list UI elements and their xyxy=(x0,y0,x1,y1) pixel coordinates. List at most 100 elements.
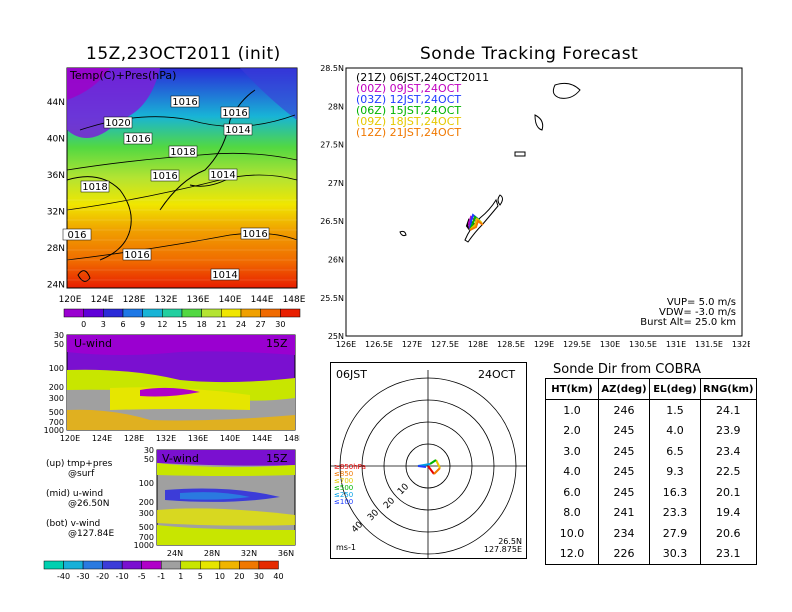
table-cell: 8.0 xyxy=(563,506,581,520)
right-lon-tick: 127.5E xyxy=(431,340,459,349)
uwind-pressure-tick: 30 xyxy=(54,331,64,340)
wind-colorbar-swatch xyxy=(102,560,123,570)
right-lat-tick: 27N xyxy=(328,179,344,188)
left-panel-title: 15Z,23OCT2011 (init) xyxy=(86,44,281,64)
lat-tick: 32N xyxy=(47,208,65,218)
col-rng: RNG(km) xyxy=(700,379,756,400)
note-up-line1: (up) tmp+pres xyxy=(46,459,113,469)
uwind-lon-tick: 120E xyxy=(60,434,80,443)
isobar-label-bg xyxy=(123,132,153,145)
table-cell: 20.1 xyxy=(700,482,756,503)
table-cell: 245 xyxy=(598,441,650,462)
right-lon-tick: 130E xyxy=(600,340,620,349)
table-cell: 30.3 xyxy=(649,543,701,564)
wind-colorbar-swatch xyxy=(239,560,260,570)
temp-colorbar-swatch xyxy=(103,308,124,318)
right-lon-tick: 126.5E xyxy=(365,340,393,349)
wind-colorbar-swatch xyxy=(63,560,84,570)
right-lat-tick: 25.5N xyxy=(320,294,344,303)
wind-colorbar-swatch xyxy=(43,560,64,570)
wind-colorbar-label: 40 xyxy=(273,572,283,581)
table-cell: 1.5 xyxy=(649,399,701,421)
temp-colorbar-label: 21 xyxy=(216,320,226,329)
isobar-label-bg xyxy=(210,268,240,281)
lon-tick: 136E xyxy=(187,295,210,305)
wind-colorbar-swatch xyxy=(258,560,279,570)
vwind-pressure-tick: 300 xyxy=(139,509,154,518)
isobar-label: 016 xyxy=(67,230,86,241)
vwind-pressure-tick: 500 xyxy=(139,523,154,532)
table-cell: 22.5 xyxy=(700,461,756,482)
wind-colorbar-label: -20 xyxy=(96,572,109,581)
table-cell: 27.9 xyxy=(649,523,701,544)
polar-legend-0: ≥850hPa xyxy=(334,463,366,471)
isobar-label: 1016 xyxy=(124,250,149,261)
temp-colorbar-label: 27 xyxy=(256,320,266,329)
table-cell: 10.0 xyxy=(559,526,585,540)
polar-legend-1: ≤850 xyxy=(334,470,354,478)
table-cell: 16.3 xyxy=(649,482,701,503)
isobar-label-bg xyxy=(62,228,92,241)
temp-colorbar-swatch xyxy=(280,308,301,318)
sonde-track xyxy=(469,219,484,231)
table-cell: 24.1 xyxy=(700,399,756,421)
table-row: 12.0 226 30.3 23.1 xyxy=(546,543,756,564)
polar-legend-2: ≤700 xyxy=(334,477,354,485)
table-cell: 6.5 xyxy=(649,441,701,462)
table-cell: 245 xyxy=(598,420,650,441)
right-title: Sonde Tracking Forecast xyxy=(420,44,639,64)
temp-colorbar-swatch xyxy=(221,308,242,318)
polar-time: 06JST xyxy=(336,368,367,381)
lon-tick: 140E xyxy=(219,295,242,305)
forecast-time-5: (12Z) 21JST,24OCT xyxy=(356,126,462,139)
right-lon-tick: 130.5E xyxy=(629,340,657,349)
note-mid-line1: (mid) u-wind xyxy=(46,489,104,499)
temp-colorbar-label: 6 xyxy=(120,320,125,329)
uwind-pressure-tick: 300 xyxy=(49,394,64,403)
wind-colorbar-label: -40 xyxy=(57,572,70,581)
table-cell: 23.1 xyxy=(700,543,756,564)
forecast-time-1: (00Z) 09JST,24OCT xyxy=(356,82,462,95)
isobar-label: 1014 xyxy=(225,125,250,136)
right-lon-tick: 128.5E xyxy=(497,340,525,349)
right-lat-tick: 28N xyxy=(328,102,344,111)
col-ht: HT(km) xyxy=(546,379,599,400)
table-cell: 4.0 xyxy=(563,465,581,479)
temp-colorbar-label: 30 xyxy=(275,320,285,329)
wind-colorbar: -40 -30 -20 -10 -5 -1 1 5 10 20 30 40 xyxy=(43,560,284,581)
sonde-params: VUP= 5.0 m/s VDW= -3.0 m/s Burst Alt= 25… xyxy=(610,298,736,328)
polar-legend-4: ≤250 xyxy=(334,491,354,499)
wind-colorbar-label: 30 xyxy=(254,572,264,581)
forecast-time-4: (09Z) 18JST,24OCT xyxy=(356,115,462,128)
vwind-pressure-tick: 50 xyxy=(144,455,154,464)
map-label: Temp(C)+Pres(hPa) xyxy=(70,69,177,82)
temp-colorbar-swatch xyxy=(162,308,183,318)
uwind-lon-tick: 148E xyxy=(284,434,300,443)
polar-lon: 127.875E xyxy=(483,545,522,554)
uwind-lon-tick: 140E xyxy=(220,434,240,443)
table-cell: 23.4 xyxy=(700,441,756,462)
table-row: 10.0 234 27.9 20.6 xyxy=(546,523,756,544)
note-bot-line1: (bot) v-wind xyxy=(46,519,101,529)
forecast-time-2: (03Z) 12JST,24OCT xyxy=(356,93,462,106)
right-lon-tick: 129.5E xyxy=(563,340,591,349)
burst-text: Burst Alt= 25.0 km xyxy=(640,317,736,328)
note-mid-line2: @26.50N xyxy=(68,499,110,509)
forecast-time-0: (21Z) 06JST,24OCT2011 xyxy=(356,71,490,84)
temp-colorbar-label: 18 xyxy=(197,320,207,329)
hodograph-segment xyxy=(429,459,437,465)
uwind-pressure-tick: 1000 xyxy=(44,426,64,435)
table-row: 8.0 241 23.3 19.4 xyxy=(546,502,756,523)
temp-colorbar-swatch xyxy=(260,308,281,318)
isobar-label: 1014 xyxy=(210,170,235,181)
isobar-label-bg xyxy=(208,168,238,181)
lon-tick: 148E xyxy=(283,295,306,305)
isobar-label: 1016 xyxy=(242,229,267,240)
table-row: 6.0 245 16.3 20.1 xyxy=(546,482,756,503)
isobar-label: 1020 xyxy=(105,118,130,129)
uwind-lon-tick: 136E xyxy=(188,434,208,443)
wind-colorbar-swatch xyxy=(121,560,142,570)
wind-colorbar-swatch xyxy=(180,560,201,570)
isobar-label: 1014 xyxy=(212,270,237,281)
temp-colorbar: 0 3 6 9 12 15 18 21 24 27 30 xyxy=(63,308,301,329)
